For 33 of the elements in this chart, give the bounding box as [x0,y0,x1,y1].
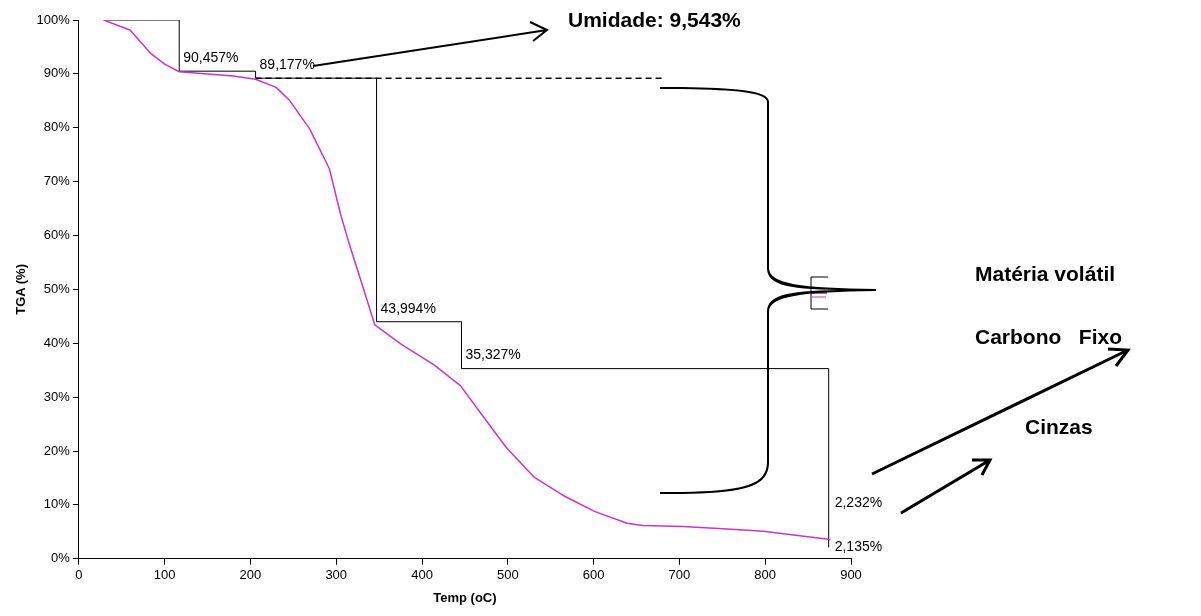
annotation: 89,177% [259,56,315,73]
y-tick-label: 100% [36,11,71,27]
text: Carbono Fixo [975,325,1122,349]
y-tick-label: 90% [43,65,71,81]
annotation: 2,232% [834,493,883,510]
text: Matéria volátil [975,262,1116,286]
y-tick-label: 70% [43,173,71,189]
y-tick-label: 40% [43,334,71,350]
y-tick-label: 30% [43,388,71,404]
x-tick-label: 700 [668,567,691,583]
x-tick-label: 800 [754,567,777,583]
y-tick-label: 50% [43,280,71,296]
x-axis-title: Temp (oC) [433,589,497,605]
x-tick-label: 100 [153,567,176,583]
y-tick-label: 10% [43,496,71,512]
annotation: 43,994% [380,299,436,316]
y-tick-label: 80% [43,119,71,135]
x-tick-label: 300 [325,567,348,583]
x-tick-label: 500 [496,567,519,583]
x-tick-label: 900 [840,567,862,583]
x-tick-label: 200 [239,567,262,583]
text: Cinzas [1025,415,1093,439]
annotation: 2,135% [834,538,883,555]
y-tick-label: 20% [43,442,71,458]
y-tick-label: 0% [51,550,71,566]
x-tick-label: 600 [582,567,605,583]
x-tick-label: 400 [411,567,433,583]
y-tick-label: 60% [43,227,71,243]
y-axis-title: TGA (%) [13,264,29,315]
x-tick-label: 0 [75,567,83,583]
annotation: Umidade: 9,543% [568,8,741,32]
annotation: 35,327% [465,346,521,363]
annotation: 90,457% [183,49,239,66]
